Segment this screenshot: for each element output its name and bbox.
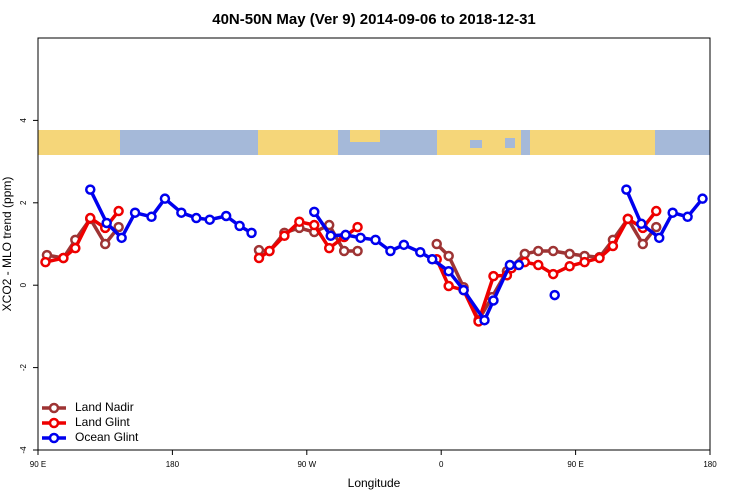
data-point [264, 245, 275, 257]
x-tick-label: 180 [166, 460, 180, 469]
data-point [504, 259, 516, 271]
data-point [607, 240, 619, 252]
data-point [637, 238, 649, 250]
data-point [352, 245, 363, 257]
data-point [246, 227, 257, 239]
data-point [653, 232, 665, 244]
data-point [309, 219, 320, 231]
x-axis-label: Longitude [348, 476, 401, 490]
data-point [191, 212, 202, 224]
data-point [667, 207, 678, 218]
data-point [398, 239, 410, 251]
legend-label: Ocean Glint [75, 430, 139, 444]
data-point [113, 205, 124, 217]
data-point [352, 221, 363, 233]
data-point [650, 205, 662, 217]
data-point [204, 214, 215, 225]
data-point [443, 280, 454, 292]
x-tick-label: 90 W [297, 460, 316, 469]
data-point [547, 245, 559, 257]
legend-label: Land Nadir [75, 400, 134, 414]
legend-marker [48, 417, 60, 429]
data-point [431, 238, 442, 250]
data-point [370, 234, 381, 246]
data-point [40, 256, 51, 268]
data-point [697, 193, 708, 204]
legend-marker [48, 432, 60, 444]
x-tick-label: 90 E [567, 460, 583, 469]
chart-title: 40N-50N May (Ver 9) 2014-09-06 to 2018-1… [212, 11, 536, 28]
y-tick-label: 2 [19, 200, 28, 205]
data-point [533, 259, 544, 271]
data-point [513, 259, 525, 271]
y-tick-label: -2 [19, 363, 28, 371]
data-point [443, 265, 454, 277]
data-point [279, 230, 290, 242]
plot-frame [37, 37, 711, 451]
data-point [220, 210, 232, 222]
data-point [338, 245, 350, 257]
data-point [234, 220, 245, 232]
y-tick-label: 4 [19, 118, 28, 123]
data-point [564, 260, 575, 272]
data-point [99, 238, 111, 250]
data-point [176, 207, 187, 218]
data-point [159, 193, 171, 204]
data-point [294, 216, 305, 228]
data-point [488, 270, 499, 282]
data-point [621, 184, 632, 195]
x-tick-label: 180 [703, 460, 717, 469]
legend-marker [48, 402, 60, 414]
x-tick-label: 0 [439, 460, 444, 469]
data-point [479, 314, 490, 326]
legend-label: Land Glint [75, 415, 130, 429]
data-point [549, 289, 560, 301]
data-point [113, 221, 124, 233]
data-point [458, 284, 469, 296]
data-point [146, 211, 157, 223]
data-point [355, 232, 366, 244]
data-point [579, 256, 590, 268]
x-tick-label: 90 E [30, 460, 46, 469]
data-point [385, 245, 396, 257]
data-point [116, 232, 127, 244]
data-point [533, 245, 544, 257]
data-point [309, 206, 320, 218]
data-point [70, 242, 81, 254]
data-point [325, 230, 336, 242]
data-point [547, 268, 559, 280]
data-point [101, 217, 112, 229]
data-point [650, 221, 662, 233]
data-point [129, 207, 141, 218]
data-point [340, 229, 351, 241]
data-point [58, 252, 69, 264]
data-point [253, 252, 265, 264]
data-point [415, 246, 426, 258]
data-point [85, 184, 96, 195]
data-point [622, 213, 634, 225]
y-tick-label: 0 [19, 282, 28, 287]
data-point [594, 252, 605, 264]
y-axis-label: XCO2 - MLO trend (ppm) [0, 177, 14, 312]
data-point [323, 242, 335, 254]
data-point [519, 248, 531, 260]
map-strip [38, 130, 710, 155]
data-point [682, 211, 693, 223]
data-point [636, 218, 647, 230]
data-point [85, 212, 96, 224]
data-point [488, 295, 499, 306]
data-point [426, 253, 438, 265]
y-tick-label: -4 [19, 446, 28, 454]
data-point [564, 248, 575, 260]
data-point [443, 250, 454, 262]
